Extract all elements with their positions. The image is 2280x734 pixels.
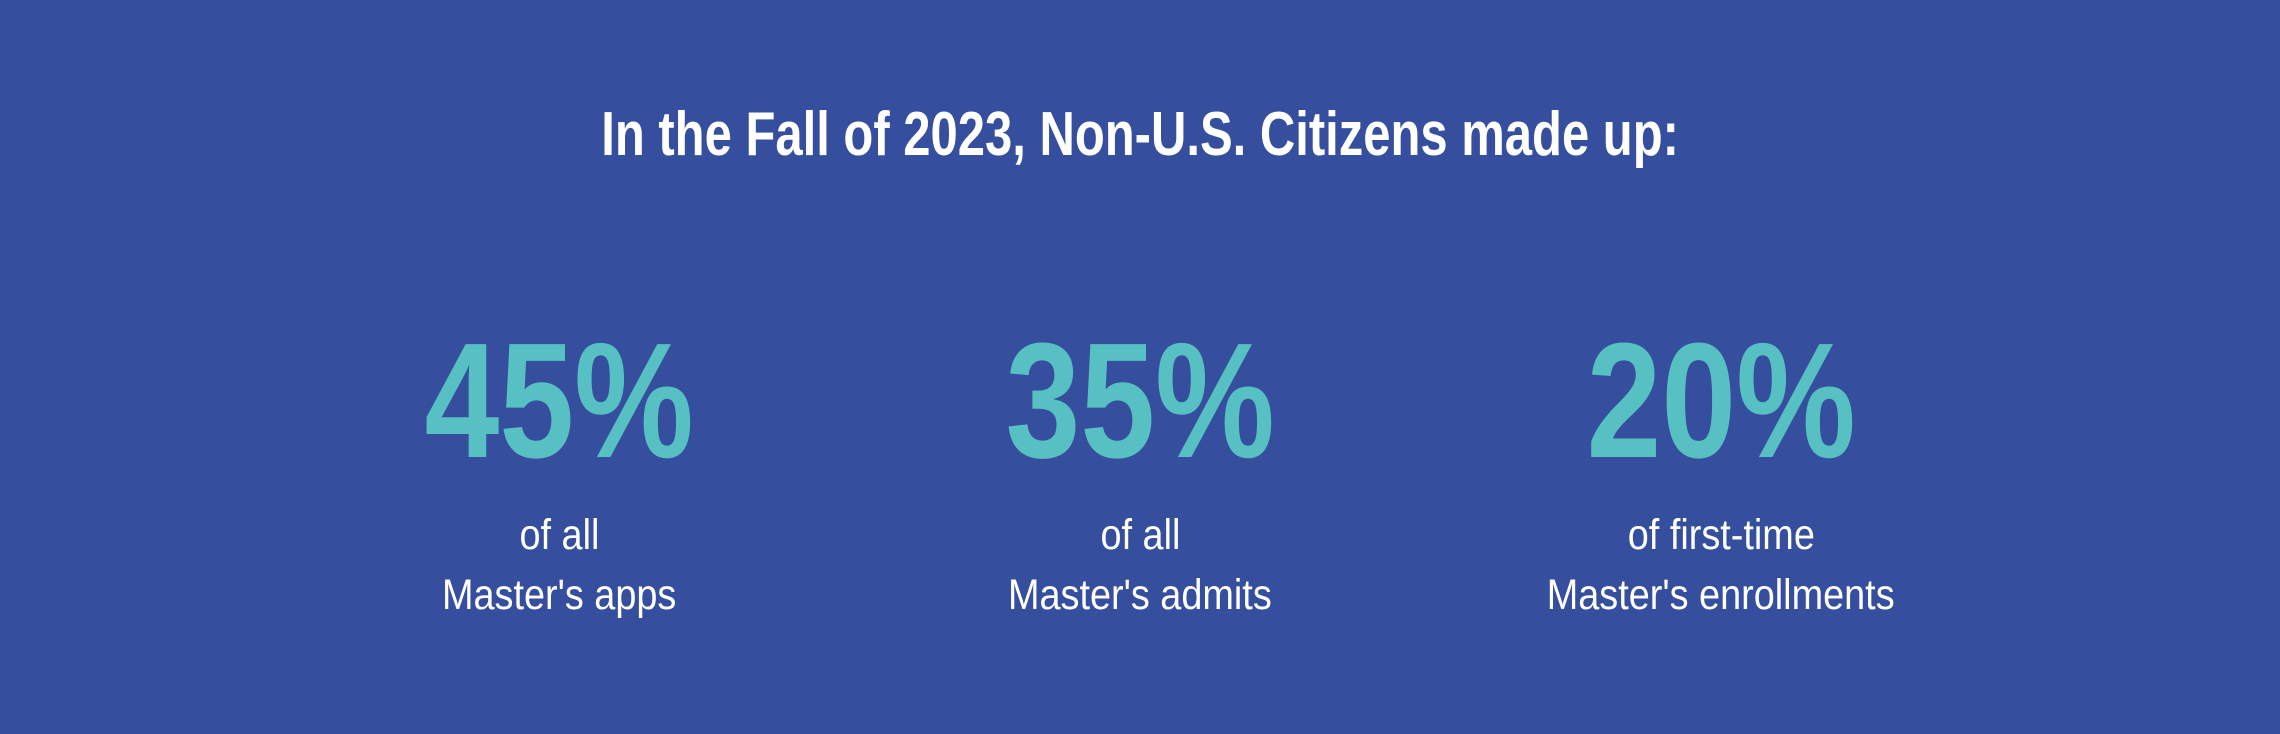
stats-row: 45% of all Master's apps 35% of all Mast… xyxy=(269,319,2012,625)
stat-label-line1: of all xyxy=(1100,511,1180,559)
stat-value: 20% xyxy=(1431,319,2012,483)
stat-label: of all Master's apps xyxy=(269,505,850,625)
stat-label-line2: Master's enrollments xyxy=(1547,571,1895,619)
stat-value-text: 35% xyxy=(1005,309,1275,492)
stat-label: of first-time Master's enrollments xyxy=(1431,505,2012,625)
stat-value-text: 45% xyxy=(424,309,694,492)
stat-value-text: 20% xyxy=(1586,309,1856,492)
page-title-text: In the Fall of 2023, Non-U.S. Citizens m… xyxy=(601,100,1679,169)
stat-label-line2: Master's admits xyxy=(1008,571,1272,619)
stat-label-line1: of first-time xyxy=(1627,511,1815,559)
stat-card-masters-enrollments: 20% of first-time Master's enrollments xyxy=(1431,319,2012,625)
stat-label: of all Master's admits xyxy=(850,505,1431,625)
stat-value: 35% xyxy=(850,319,1431,483)
stat-card-masters-admits: 35% of all Master's admits xyxy=(850,319,1431,625)
stat-value: 45% xyxy=(269,319,850,483)
page-title: In the Fall of 2023, Non-U.S. Citizens m… xyxy=(0,0,2280,169)
stat-label-line1: of all xyxy=(519,511,599,559)
stat-card-masters-apps: 45% of all Master's apps xyxy=(269,319,850,625)
stat-label-line2: Master's apps xyxy=(441,571,677,619)
